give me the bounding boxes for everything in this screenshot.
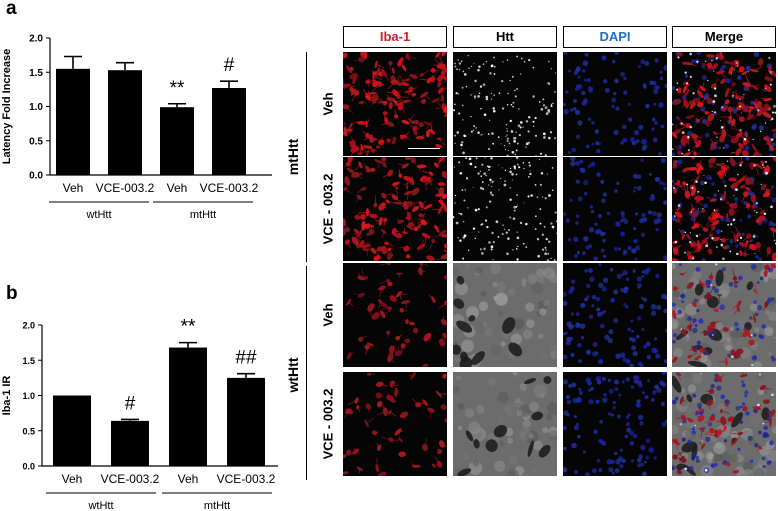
micrograph-mthtt-vce-merge bbox=[672, 157, 776, 261]
row-label-mthtt-vce: VCE - 003.2 bbox=[320, 173, 336, 245]
micrograph-wthtt-veh-merge bbox=[672, 263, 776, 367]
chart-a-y-tick-label: 0.5 bbox=[29, 136, 43, 147]
chart-b-significance-2: ** bbox=[181, 317, 196, 338]
chart-a-bar-3 bbox=[212, 88, 246, 175]
chart-a-bar-1 bbox=[108, 70, 142, 175]
chart-a-latency: 0.0 0.5 1.0 1.5 2.0 Latency Fold Increase Veh V… bbox=[1, 34, 272, 221]
chart-b-category-label-1: VCE-003.2 bbox=[101, 472, 160, 486]
chart-b-bar-2 bbox=[169, 347, 207, 466]
micrograph-mthtt-veh-merge bbox=[672, 52, 776, 156]
chart-b-y-tick-label: 1.0 bbox=[22, 391, 35, 401]
row-label-mthtt-veh: Veh bbox=[320, 92, 336, 116]
panel-letter-a: a bbox=[6, 0, 17, 19]
group-label-mthtt: mtHtt bbox=[285, 138, 301, 176]
chart-a-group-label-0: wtHtt bbox=[85, 209, 111, 221]
chart-a-y-label: Latency Fold Increase bbox=[1, 49, 13, 165]
group-bracket-wthtt bbox=[306, 266, 307, 480]
micrograph-wthtt-vce-merge bbox=[672, 372, 776, 476]
chart-b-significance-1: # bbox=[125, 393, 136, 414]
micrograph-wthtt-veh-htt bbox=[453, 263, 557, 367]
micrograph-wthtt-veh-iba1 bbox=[343, 263, 447, 367]
row-label-wthtt-veh: Veh bbox=[320, 303, 336, 327]
chart-b-bar-1 bbox=[111, 420, 149, 466]
chart-b-category-label-2: Veh bbox=[178, 472, 199, 486]
chart-b-bar-3 bbox=[227, 377, 265, 466]
chart-b-iba1: 0.0 0.5 1.0 1.5 2.0 Iba-1 IR Veh # VCE-003.2 ** Ve… bbox=[1, 317, 278, 511]
panel-letter-b: b bbox=[6, 283, 18, 304]
col-header-merge: Merge bbox=[672, 26, 776, 48]
scale-bar bbox=[408, 148, 440, 149]
chart-a-category-label-1: VCE-003.2 bbox=[96, 181, 155, 195]
chart-a-y-tick-label: 2.0 bbox=[29, 34, 43, 45]
chart-a-category-label-3: VCE-003.2 bbox=[200, 181, 259, 195]
col-header-iba1: Iba-1 bbox=[343, 26, 447, 48]
chart-a-bar-2 bbox=[160, 107, 194, 175]
micrograph-wthtt-vce-iba1 bbox=[343, 372, 447, 476]
micrograph-mthtt-veh-dapi bbox=[563, 52, 667, 156]
chart-a-category-label-2: Veh bbox=[167, 181, 188, 195]
col-header-dapi: DAPI bbox=[563, 26, 667, 48]
chart-b-bar-0 bbox=[53, 395, 91, 466]
chart-b-y-tick-label: 0.5 bbox=[22, 426, 35, 436]
row-label-wthtt-vce: VCE - 003.2 bbox=[320, 388, 336, 460]
chart-a-y-tick-label: 1.5 bbox=[29, 68, 43, 79]
chart-a-significance-3: # bbox=[224, 55, 235, 76]
chart-b-y-tick-label: 2.0 bbox=[22, 321, 35, 331]
chart-b-y-label: Iba-1 IR bbox=[1, 376, 13, 416]
micrograph-mthtt-veh-htt bbox=[453, 52, 557, 156]
chart-a-y-tick-label: 0.0 bbox=[29, 171, 43, 182]
group-label-wthtt: wtHtt bbox=[285, 357, 301, 393]
micrograph-mthtt-vce-dapi bbox=[563, 157, 667, 261]
chart-a-bar-0 bbox=[56, 68, 90, 175]
micrograph-mthtt-veh-iba1 bbox=[343, 52, 447, 156]
chart-a-y-tick-label: 1.0 bbox=[29, 102, 43, 113]
chart-b-group-label-1: mtHtt bbox=[204, 500, 230, 511]
chart-b-y-tick-label: 1.5 bbox=[22, 356, 35, 366]
col-header-htt: Htt bbox=[453, 26, 557, 48]
micrograph-wthtt-veh-dapi bbox=[563, 263, 667, 367]
chart-b-group-label-0: wtHtt bbox=[87, 500, 113, 511]
chart-a-category-label-0: Veh bbox=[63, 181, 84, 195]
chart-a-significance-2: ** bbox=[170, 78, 185, 99]
micrograph-mthtt-vce-iba1 bbox=[343, 157, 447, 261]
micrograph-wthtt-vce-htt bbox=[453, 372, 557, 476]
group-bracket-mthtt bbox=[306, 52, 307, 262]
chart-a-group-label-1: mtHtt bbox=[190, 209, 216, 221]
chart-b-y-tick-label: 0.0 bbox=[22, 462, 35, 472]
micrograph-mthtt-vce-htt bbox=[453, 157, 557, 261]
micrograph-wthtt-vce-dapi bbox=[563, 372, 667, 476]
chart-b-category-label-3: VCE-003.2 bbox=[217, 472, 276, 486]
chart-b-significance-3: ## bbox=[235, 348, 257, 369]
chart-b-category-label-0: Veh bbox=[62, 472, 83, 486]
